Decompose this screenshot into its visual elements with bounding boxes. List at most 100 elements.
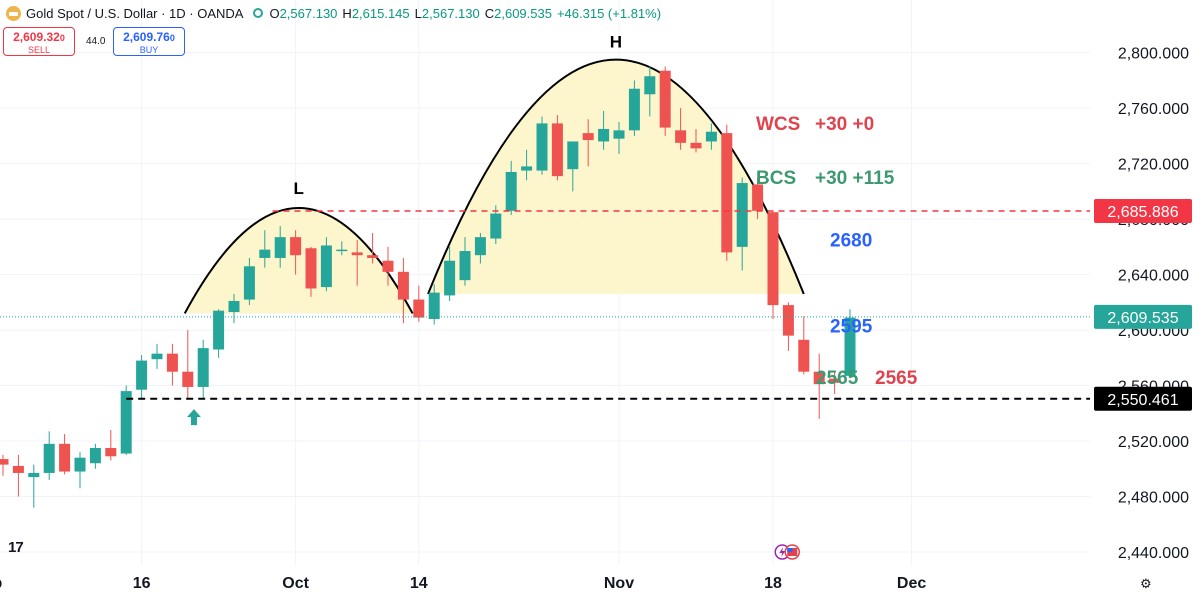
gold-logo-icon [6,5,21,21]
level-2565-green-label: 2565 [816,368,859,389]
sell-price: 2,609.32 [13,30,60,44]
candle-body [551,123,563,177]
candle-body [736,183,748,247]
candle-body [598,128,610,142]
candle-body [721,133,733,253]
candle-body [74,457,86,472]
y-axis: 2,440.0002,480.0002,520.0002,560.0002,60… [1118,46,1189,562]
candle-body [474,237,486,256]
ohlc-l-value: 2,567.130 [421,5,480,21]
y-tick-label: 2,760.000 [1118,101,1189,118]
resistance-price-tag-bg [1094,198,1192,223]
head-fill [428,59,804,295]
market-status-icon [253,8,264,18]
level-2595-label: 2595 [830,317,873,338]
candle-body [813,371,825,385]
candle-body [644,76,656,95]
candle-body [413,299,425,318]
candle-body [829,378,841,383]
candle-body [505,171,517,211]
candle-body [767,212,779,306]
spread-value: 44.0 [86,36,106,47]
x-axis: Sep 16 Oct 14 Nov 18 Dec [0,575,926,592]
candle-body [59,443,71,472]
x-tick-label: Sep [0,575,2,592]
y-tick-label: 2,440.000 [1118,545,1189,562]
candle-body [228,300,240,313]
buy-button[interactable]: 2,609.760 BUY [113,27,185,56]
candle-body [259,249,271,258]
y-tick-label: 2,800.000 [1118,46,1189,63]
candle-body [675,130,687,143]
left-shoulder-arc [183,207,414,314]
candle-body [382,260,394,272]
ohlc-change: +46.315 (+1.81%) [556,5,662,21]
candle-body [243,266,255,300]
candle-body [136,360,148,390]
left-shoulder-label: L [293,179,303,198]
sell-label: SELL [27,45,51,55]
symbol-title[interactable]: Gold Spot / U.S. Dollar · 1D · OANDA [26,5,244,21]
current-price-tag: 2,609.535 [1107,310,1178,327]
pattern-annotations: L H WCS +30 +0 BCS +30 +115 2680 2595 2565 2565 [186,33,918,560]
candle-body [798,339,810,372]
support-price-tag: 2,550.461 [1107,392,1178,409]
candle-body [89,447,101,464]
candle-body [536,123,548,171]
price-levels [0,210,1090,400]
candle-body [290,237,302,256]
ohlc-o-label: O [269,5,280,21]
ohlc-o-value: 2,567.130 [279,5,338,21]
candle-body [690,142,702,149]
y-tick-label: 2,720.000 [1118,157,1189,174]
sell-price-small: 0 [59,33,65,43]
candle-body [844,317,856,376]
buy-label: BUY [139,45,159,55]
candle-body [120,391,132,454]
candle-series [0,66,856,508]
buy-price: 2,609.76 [123,30,170,44]
candle-body [628,88,640,131]
bcs-values: +30 +115 [815,168,895,189]
tradingview-logo[interactable]: 17 [8,539,24,556]
up-arrow-icon [186,409,201,426]
candle-body [0,459,9,465]
x-tick-label: Dec [897,575,926,592]
candle-body [151,353,163,360]
support-price-tag-bg [1094,386,1192,411]
ohlc-c-value: 2,609.535 [494,5,552,21]
candle-body [659,70,671,128]
x-tick-label: 14 [410,575,428,592]
x-tick-label: 16 [133,575,151,592]
gear-icon[interactable]: ⚙ [1140,576,1152,591]
sell-button[interactable]: 2,609.320 SELL [3,27,75,56]
x-tick-label: 18 [764,575,782,592]
candle-body [428,292,440,319]
candle-body [752,184,764,211]
candle-body [166,353,178,372]
candle-body [197,348,209,387]
candle-body [28,472,40,478]
candle-body [397,271,409,300]
symbol-header: Gold Spot / U.S. Dollar · 1D · OANDA O 2,… [6,4,661,22]
ohlc-h-value: 2,615.145 [351,5,410,21]
candle-body [105,447,117,457]
x-tick-label: Nov [604,575,634,592]
ohlc-l-label: L [414,5,422,21]
candle-body [274,237,286,258]
y-tick-label: 2,480.000 [1118,490,1189,507]
candle-body [582,133,594,141]
wcs-values: +30 +0 [815,114,874,135]
candle-body [305,248,317,289]
buy-price-small: 0 [169,33,175,43]
lightning-icon [779,547,786,557]
ohlc-h-label: H [342,5,352,21]
candle-body [459,251,471,281]
x-tick-label: Oct [282,575,309,592]
y-tick-label: 2,640.000 [1118,268,1189,285]
candle-body [367,255,379,258]
ohlc-c-label: C [484,5,495,21]
wcs-label: WCS [756,114,800,135]
candle-body [705,131,717,142]
